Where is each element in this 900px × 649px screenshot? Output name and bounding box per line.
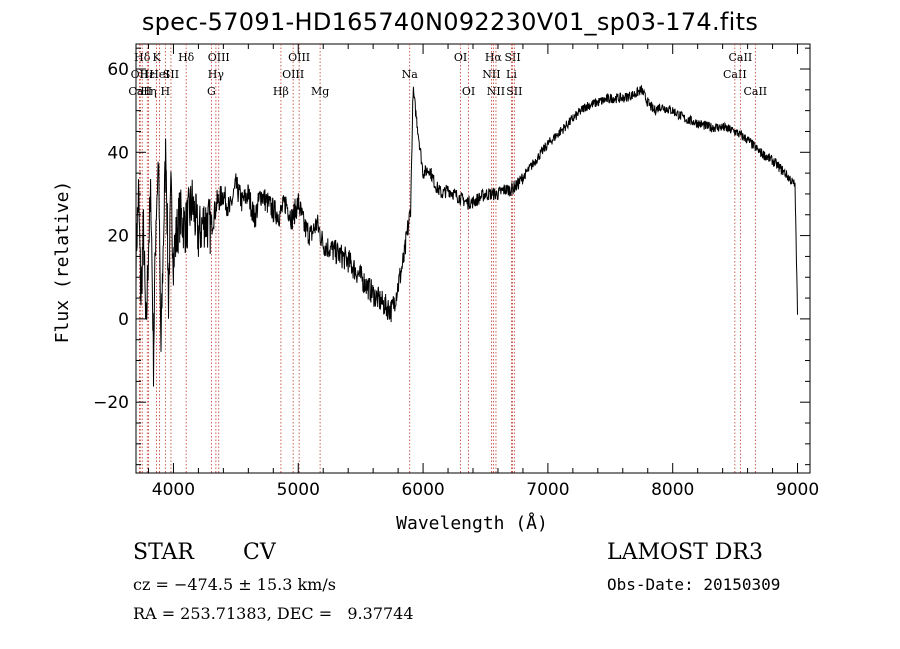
line-marker-label: Hε	[140, 68, 156, 81]
chart-title: spec-57091-HD165740N092230V01_sp03-174.f…	[141, 8, 759, 36]
y-tick-label: 20	[107, 227, 129, 247]
line-marker-label: SII	[506, 85, 522, 98]
line-markers: Hδ OII CaII Hε Hη K HeI H SII Hδ OIII Hγ G OIII OIII Hβ…	[128, 44, 767, 473]
line-marker-label: OIII	[208, 51, 230, 64]
line-marker-label: NII	[487, 85, 505, 98]
line-marker-label: OIII	[288, 51, 310, 64]
object-subclass: CV	[243, 540, 276, 565]
line-marker-label: CaII	[128, 85, 152, 98]
line-marker-label: Na	[402, 68, 419, 81]
line-marker-label: CaII	[729, 51, 753, 64]
plot-frame	[135, 43, 811, 474]
line-marker-label: K	[152, 51, 161, 64]
y-axis-label: Flux (relative)	[52, 181, 73, 344]
line-marker-label: SII	[163, 68, 179, 81]
object-class: STAR	[133, 540, 194, 565]
x-tick-label: 9000	[776, 480, 819, 500]
line-marker-label: Hβ	[273, 85, 289, 98]
spectrum-line	[135, 85, 798, 387]
line-marker-label: OI	[462, 85, 475, 98]
x-tick-label: 6000	[401, 480, 444, 500]
line-marker-label: NII	[482, 68, 500, 81]
survey-name: LAMOST DR3	[607, 540, 763, 565]
observation-date: Obs-Date: 20150309	[607, 575, 781, 594]
spectrum-series	[135, 85, 798, 387]
line-marker-label: Hη	[140, 85, 156, 98]
line-marker-label: CaII	[743, 85, 767, 98]
axis-ticks: 4000 5000 6000 7000 8000 9000 −20 0 20 40 60	[93, 44, 819, 500]
line-marker-label: OI	[454, 51, 467, 64]
line-marker-label: G	[207, 85, 216, 98]
line-marker-label: HeI	[149, 68, 169, 81]
y-tick-label: 0	[118, 310, 129, 330]
x-tick-label: 4000	[152, 480, 195, 500]
coordinates: RA = 253.71383, DEC = 9.37744	[133, 604, 414, 623]
line-marker-label: Hδ	[178, 51, 195, 64]
line-marker-label: Hδ	[134, 51, 151, 64]
x-tick-label: 5000	[277, 480, 320, 500]
line-marker-label: OIII	[282, 68, 304, 81]
line-marker-label: Hγ	[208, 68, 225, 81]
x-tick-label: 8000	[651, 480, 694, 500]
y-tick-label: 60	[107, 60, 129, 80]
y-tick-label: 40	[107, 143, 129, 163]
line-marker-label: SII	[504, 51, 520, 64]
plot-axes	[135, 43, 811, 474]
x-tick-label: 7000	[526, 480, 569, 500]
line-marker-label: Li	[506, 68, 517, 81]
x-axis-label: Wavelength (Å)	[396, 512, 548, 534]
redshift-velocity: cz = −474.5 ± 15.3 km/s	[133, 575, 336, 594]
line-marker-label: H	[161, 85, 171, 98]
line-marker-label: OII	[131, 68, 149, 81]
y-tick-label: −20	[93, 393, 129, 413]
line-marker-label: CaII	[723, 68, 747, 81]
line-marker-label: Mg	[311, 85, 329, 98]
line-marker-label: Hα	[485, 51, 503, 64]
